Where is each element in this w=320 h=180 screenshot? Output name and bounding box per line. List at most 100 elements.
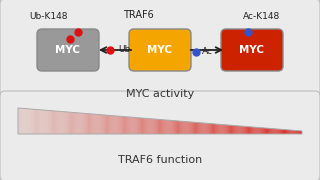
Polygon shape — [227, 125, 228, 134]
Polygon shape — [72, 112, 73, 134]
Text: Ub-K148: Ub-K148 — [29, 12, 67, 21]
Polygon shape — [141, 118, 142, 134]
Polygon shape — [114, 116, 115, 134]
FancyBboxPatch shape — [0, 0, 320, 103]
Polygon shape — [295, 130, 296, 134]
Polygon shape — [169, 120, 170, 134]
Polygon shape — [147, 118, 148, 134]
Polygon shape — [163, 120, 164, 134]
Polygon shape — [110, 115, 111, 134]
Polygon shape — [237, 126, 238, 134]
Text: Ub: Ub — [118, 46, 130, 55]
Polygon shape — [241, 126, 242, 134]
Polygon shape — [96, 114, 97, 134]
Polygon shape — [107, 115, 108, 134]
Polygon shape — [202, 123, 203, 134]
Polygon shape — [21, 108, 22, 134]
Polygon shape — [238, 126, 239, 134]
Polygon shape — [86, 114, 87, 134]
Polygon shape — [243, 126, 244, 134]
Polygon shape — [112, 116, 113, 134]
Polygon shape — [201, 123, 202, 134]
Polygon shape — [124, 117, 125, 134]
Polygon shape — [250, 127, 251, 134]
Polygon shape — [44, 110, 45, 134]
Polygon shape — [94, 114, 95, 134]
Polygon shape — [54, 111, 55, 134]
Polygon shape — [78, 113, 79, 134]
Polygon shape — [104, 115, 105, 134]
Polygon shape — [195, 122, 196, 134]
Polygon shape — [132, 117, 133, 134]
Polygon shape — [247, 127, 248, 134]
Polygon shape — [279, 129, 280, 134]
Polygon shape — [166, 120, 167, 134]
Polygon shape — [211, 124, 212, 134]
Polygon shape — [155, 119, 156, 134]
Polygon shape — [240, 126, 241, 134]
Polygon shape — [138, 118, 139, 134]
Polygon shape — [196, 122, 197, 134]
Polygon shape — [192, 122, 193, 134]
FancyBboxPatch shape — [129, 29, 191, 71]
Polygon shape — [87, 114, 88, 134]
Polygon shape — [173, 121, 174, 134]
Polygon shape — [226, 125, 227, 134]
Polygon shape — [64, 112, 65, 134]
Polygon shape — [146, 118, 147, 134]
Polygon shape — [180, 121, 181, 134]
Polygon shape — [296, 130, 297, 134]
Polygon shape — [231, 125, 232, 134]
Polygon shape — [193, 122, 194, 134]
Polygon shape — [187, 122, 188, 134]
Polygon shape — [68, 112, 69, 134]
Polygon shape — [273, 129, 274, 134]
Polygon shape — [79, 113, 80, 134]
Polygon shape — [119, 116, 120, 134]
Polygon shape — [225, 125, 226, 134]
Polygon shape — [83, 113, 84, 134]
Polygon shape — [239, 126, 240, 134]
Polygon shape — [165, 120, 166, 134]
Polygon shape — [47, 110, 48, 134]
Polygon shape — [290, 130, 291, 134]
Polygon shape — [152, 119, 153, 134]
Polygon shape — [242, 126, 243, 134]
Polygon shape — [88, 114, 89, 134]
Polygon shape — [278, 129, 279, 134]
Polygon shape — [271, 129, 272, 134]
Polygon shape — [269, 128, 270, 134]
Polygon shape — [101, 115, 102, 134]
Polygon shape — [164, 120, 165, 134]
Polygon shape — [157, 119, 158, 134]
Polygon shape — [224, 125, 225, 134]
Polygon shape — [179, 121, 180, 134]
Polygon shape — [113, 116, 114, 134]
Polygon shape — [23, 108, 24, 134]
Polygon shape — [117, 116, 118, 134]
Polygon shape — [70, 112, 71, 134]
Polygon shape — [49, 111, 50, 134]
Polygon shape — [197, 122, 198, 134]
Polygon shape — [97, 114, 98, 134]
Polygon shape — [30, 109, 31, 134]
Polygon shape — [181, 121, 182, 134]
Polygon shape — [135, 118, 136, 134]
Polygon shape — [284, 130, 285, 134]
Polygon shape — [257, 127, 258, 134]
Polygon shape — [236, 126, 237, 134]
Polygon shape — [109, 115, 110, 134]
Polygon shape — [297, 131, 298, 134]
Polygon shape — [248, 127, 249, 134]
Polygon shape — [208, 123, 209, 134]
Polygon shape — [81, 113, 82, 134]
Polygon shape — [194, 122, 195, 134]
Polygon shape — [217, 124, 218, 134]
Polygon shape — [256, 127, 257, 134]
FancyBboxPatch shape — [0, 91, 320, 180]
Polygon shape — [214, 124, 215, 134]
Polygon shape — [67, 112, 68, 134]
Polygon shape — [35, 109, 36, 134]
Polygon shape — [53, 111, 54, 134]
Polygon shape — [213, 124, 214, 134]
